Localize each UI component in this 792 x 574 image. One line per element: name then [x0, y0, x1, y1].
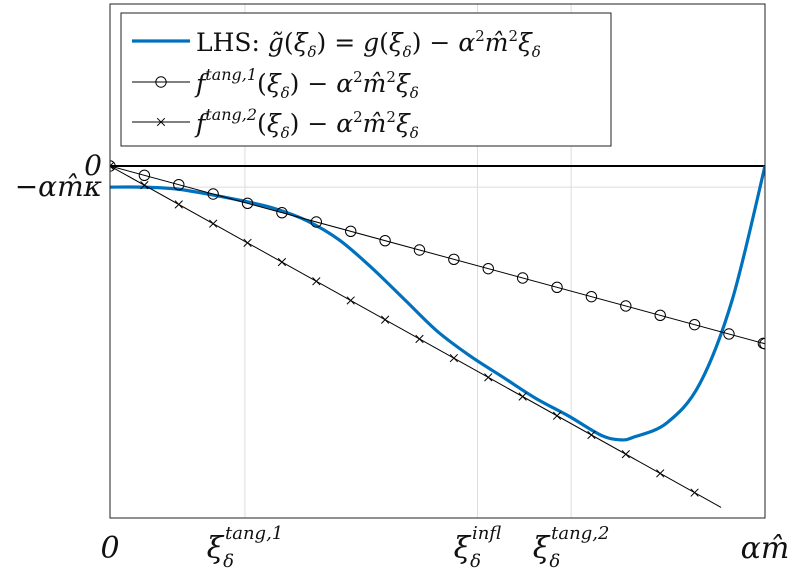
marker-2-6: [312, 277, 321, 286]
marker-2-14: [587, 430, 596, 440]
y-tick-label-0: 0: [84, 149, 102, 182]
marker-1-17: [688, 318, 701, 331]
marker-2-8: [380, 315, 390, 324]
marker-2-4: [243, 238, 252, 248]
marker-1-3: [207, 188, 219, 200]
series-line-1: [110, 165, 765, 345]
marker-2-2: [174, 200, 183, 209]
series-line-2: [110, 165, 722, 508]
marker-2-9: [415, 334, 424, 344]
marker-1-9: [413, 244, 426, 256]
marker-1-14: [585, 290, 598, 303]
marker-1-11: [482, 262, 494, 275]
marker-2-0: [110, 161, 115, 171]
series-1: [110, 160, 765, 350]
marker-1-6: [310, 216, 323, 228]
marker-1-13: [551, 281, 563, 294]
tick-labels: 0 ξδtang,1 ξδinfl ξδtang,2 αm̂0−αm̂κ: [15, 149, 790, 572]
series-2: [110, 161, 722, 508]
marker-1-10: [448, 253, 460, 266]
legend: LHS: g̃(ξδ) = g(ξδ) − α2m̂2ξδ ftang,1(ξδ)…: [120, 12, 612, 147]
marker-2-16: [656, 469, 665, 478]
x-tick-label-1: ξδtang,1: [207, 523, 284, 572]
marker-1-15: [620, 300, 632, 312]
marker-1-5: [276, 206, 288, 219]
legend-label-lhs: LHS: g̃(ξδ) = g(ξδ) − α2m̂2ξδ: [196, 27, 541, 61]
marker-1-7: [345, 225, 357, 238]
marker-1-1: [138, 169, 151, 182]
legend-swatch-tang2-marker: [156, 117, 166, 127]
x-tick-label-4: αm̂: [741, 531, 790, 566]
marker-1-2: [173, 178, 185, 191]
legend-label-tang2: ftang,2(ξδ) − α2m̂2ξδ: [194, 105, 419, 142]
marker-2-17: [690, 488, 699, 497]
x-tick-label-2: ξδinfl: [454, 523, 502, 572]
y-tick-label-1: −αm̂κ: [15, 170, 102, 203]
marker-1-12: [516, 272, 529, 284]
marker-1-16: [654, 309, 666, 322]
marker-2-3: [209, 219, 218, 228]
marker-2-1: [140, 181, 149, 190]
marker-1-18: [723, 328, 735, 340]
marker-2-11: [484, 373, 493, 382]
marker-1-4: [241, 197, 254, 210]
marker-2-10: [449, 353, 459, 363]
series-0: [110, 165, 765, 442]
legend-swatch-tang1-marker: [155, 76, 167, 88]
x-tick-label-3: ξδtang,2: [533, 523, 610, 572]
marker-2-13: [552, 411, 562, 420]
marker-2-12: [518, 392, 527, 401]
series-layer: [110, 160, 765, 508]
series-line-lhs: [110, 165, 765, 442]
marker-2-7: [346, 296, 355, 305]
marker-2-15: [621, 450, 630, 459]
marker-2-5: [277, 257, 287, 267]
legend-box: [120, 12, 612, 147]
x-tick-label-0: 0: [100, 531, 119, 566]
plot-area-frame: [109, 3, 766, 519]
marker-1-8: [379, 234, 391, 247]
legend-label-tang1: ftang,1(ξδ) − α2m̂2ξδ: [194, 65, 419, 102]
